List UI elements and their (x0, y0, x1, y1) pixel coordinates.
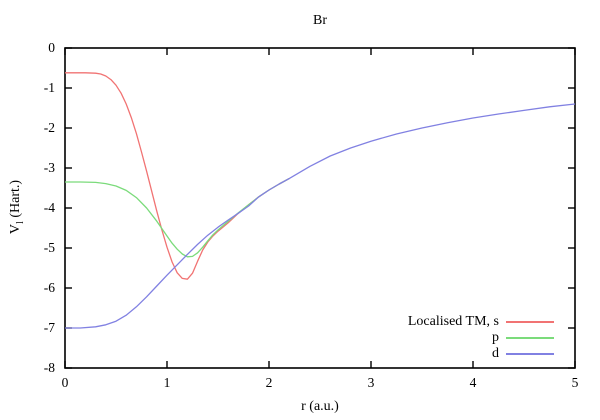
x-tick-label: 2 (265, 375, 273, 390)
legend-label-p: p (492, 330, 499, 345)
y-tick-label: 0 (48, 40, 55, 55)
legend-item-p: p (408, 330, 554, 346)
x-tick-label: 4 (469, 375, 477, 390)
y-tick-label: -2 (43, 120, 55, 135)
curve-s (65, 72, 290, 280)
y-tick-label: -8 (43, 360, 55, 375)
legend-label-d: d (492, 346, 499, 361)
x-axis-label: r (a.u.) (301, 399, 339, 414)
x-tick-label: 5 (571, 375, 579, 390)
chart-title: Br (313, 13, 327, 28)
curve-p (65, 177, 290, 258)
legend-item-s: Localised TM, s (408, 314, 554, 330)
y-tick-label: -4 (43, 200, 55, 215)
legend-line-sample-s (506, 321, 554, 323)
y-tick-label: -3 (43, 160, 55, 175)
plot-border (64, 47, 576, 369)
y-tick-label: -6 (43, 280, 55, 295)
x-tick-label: 3 (367, 375, 375, 390)
x-tick-label: 0 (61, 375, 69, 390)
curve-d (65, 103, 576, 329)
x-tick-label: 1 (163, 375, 171, 390)
y-tick-label: -1 (43, 80, 55, 95)
legend: Localised TM, s p d (408, 314, 554, 362)
y-tick-label: -5 (43, 240, 55, 255)
y-tick-label: -7 (43, 320, 55, 335)
legend-line-sample-p (506, 337, 554, 339)
legend-label-s: Localised TM, s (407, 314, 499, 329)
legend-line-sample-d (506, 353, 554, 355)
legend-item-d: d (408, 346, 554, 362)
